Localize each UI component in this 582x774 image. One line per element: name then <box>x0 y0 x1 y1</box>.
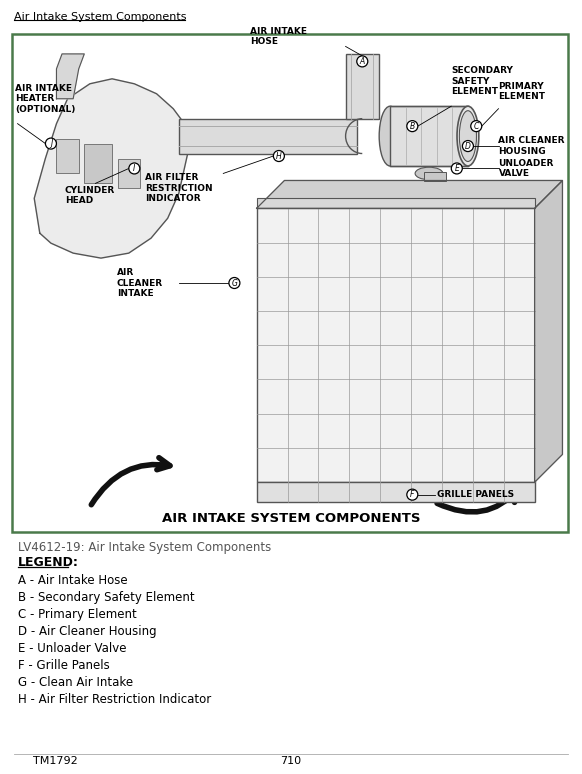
Bar <box>257 208 535 482</box>
Text: AIR CLEANER
HOUSING: AIR CLEANER HOUSING <box>499 136 565 156</box>
Text: G: G <box>232 279 237 287</box>
Circle shape <box>451 163 462 174</box>
Circle shape <box>463 141 473 152</box>
Bar <box>257 198 535 208</box>
Bar <box>424 172 446 181</box>
Text: AIR FILTER
RESTRICTION
INDICATOR: AIR FILTER RESTRICTION INDICATOR <box>145 173 212 204</box>
Text: B: B <box>410 122 415 131</box>
Text: Air Intake System Components: Air Intake System Components <box>14 12 186 22</box>
Circle shape <box>357 56 368 67</box>
Bar <box>118 159 140 188</box>
Text: B - Secondary Safety Element: B - Secondary Safety Element <box>18 591 194 604</box>
Polygon shape <box>56 54 84 99</box>
Text: A - Air Intake Hose: A - Air Intake Hose <box>18 574 127 587</box>
Bar <box>84 143 112 183</box>
Text: D: D <box>465 142 471 151</box>
Text: TM1792: TM1792 <box>33 756 77 766</box>
Bar <box>56 139 79 173</box>
Text: I: I <box>133 164 136 173</box>
Circle shape <box>45 138 56 149</box>
Text: LV4612-19: Air Intake System Components: LV4612-19: Air Intake System Components <box>18 541 271 554</box>
Polygon shape <box>257 180 562 208</box>
Text: D - Air Cleaner Housing: D - Air Cleaner Housing <box>18 625 157 638</box>
Text: J: J <box>50 139 52 148</box>
Text: C - Primary Element: C - Primary Element <box>18 608 137 621</box>
Text: E - Unloader Valve: E - Unloader Valve <box>18 642 126 655</box>
Text: F - Grille Panels: F - Grille Panels <box>18 659 110 672</box>
Text: PRIMARY
ELEMENT: PRIMARY ELEMENT <box>499 82 545 101</box>
Polygon shape <box>34 79 190 258</box>
Text: F: F <box>410 490 414 499</box>
Text: G - Clean Air Intake: G - Clean Air Intake <box>18 676 133 689</box>
Circle shape <box>407 121 418 132</box>
Text: C: C <box>474 122 479 131</box>
Text: A: A <box>360 57 365 66</box>
Bar <box>346 54 379 118</box>
Circle shape <box>407 489 418 500</box>
Ellipse shape <box>379 106 401 166</box>
Text: SECONDARY
SAFETY
ELEMENT: SECONDARY SAFETY ELEMENT <box>451 67 513 96</box>
Ellipse shape <box>459 111 477 162</box>
Text: E: E <box>455 164 459 173</box>
Ellipse shape <box>415 167 443 180</box>
Circle shape <box>471 121 482 132</box>
Polygon shape <box>535 180 562 482</box>
Bar <box>179 118 357 153</box>
Circle shape <box>129 163 140 174</box>
Ellipse shape <box>457 106 479 166</box>
Text: GRILLE PANELS: GRILLE PANELS <box>437 490 514 499</box>
Text: AIR INTAKE SYSTEM COMPONENTS: AIR INTAKE SYSTEM COMPONENTS <box>162 512 420 525</box>
Text: CYLINDER
HEAD: CYLINDER HEAD <box>65 186 115 205</box>
Bar <box>257 482 535 502</box>
Circle shape <box>229 278 240 289</box>
Text: AIR INTAKE
HOSE: AIR INTAKE HOSE <box>250 27 307 46</box>
Text: LEGEND:: LEGEND: <box>18 556 79 569</box>
Text: UNLOADER
VALVE: UNLOADER VALVE <box>499 159 554 178</box>
Text: AIR
CLEANER
INTAKE: AIR CLEANER INTAKE <box>117 268 163 298</box>
Text: H: H <box>276 152 282 160</box>
Bar <box>12 34 568 532</box>
Text: AIR INTAKE
HEATER
(OPTIONAL): AIR INTAKE HEATER (OPTIONAL) <box>15 84 75 114</box>
Text: H - Air Filter Restriction Indicator: H - Air Filter Restriction Indicator <box>18 693 211 706</box>
Bar <box>390 106 468 166</box>
Text: 710: 710 <box>281 756 301 766</box>
Circle shape <box>274 150 285 162</box>
